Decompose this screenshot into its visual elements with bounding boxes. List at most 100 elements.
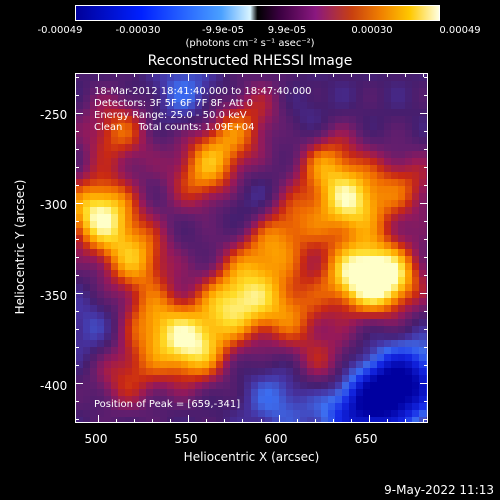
heatmap-cell: [398, 312, 405, 319]
heatmap-svg: [76, 74, 427, 422]
heatmap-cell: [160, 207, 167, 214]
heatmap-cell: [398, 263, 405, 270]
heatmap-cell: [209, 235, 216, 242]
heatmap-cell: [328, 137, 335, 144]
heatmap-cell: [167, 74, 174, 81]
heatmap-cell: [174, 382, 181, 389]
heatmap-cell: [223, 326, 230, 333]
heatmap-cell: [300, 298, 307, 305]
heatmap-cell: [300, 319, 307, 326]
heatmap-cell: [412, 249, 419, 256]
heatmap-cell: [153, 298, 160, 305]
heatmap-cell: [370, 382, 377, 389]
heatmap-cell: [328, 396, 335, 403]
heatmap-cell: [307, 109, 314, 116]
heatmap-cell: [377, 151, 384, 158]
heatmap-cell: [328, 326, 335, 333]
heatmap-cell: [76, 270, 83, 277]
heatmap-cell: [314, 207, 321, 214]
heatmap-cell: [300, 410, 307, 417]
heatmap-cell: [293, 179, 300, 186]
x-tick-mark: [296, 419, 298, 423]
heatmap-cell: [216, 382, 223, 389]
heatmap-cell: [76, 263, 83, 270]
heatmap-cell: [202, 249, 209, 256]
heatmap-cell: [76, 193, 83, 200]
heatmap-cell: [419, 102, 426, 109]
heatmap-cell: [76, 277, 83, 284]
heatmap-cell: [216, 130, 223, 137]
heatmap-cell: [216, 214, 223, 221]
heatmap-cell: [384, 361, 391, 368]
heatmap-cell: [412, 109, 419, 116]
heatmap-cell: [90, 389, 97, 396]
heatmap-cell: [153, 312, 160, 319]
heatmap-cell: [251, 116, 258, 123]
heatmap-cell: [139, 333, 146, 340]
heatmap-cell: [279, 179, 286, 186]
heatmap-cell: [419, 95, 426, 102]
heatmap-cell: [286, 235, 293, 242]
heatmap-cell: [363, 333, 370, 340]
heatmap-cell: [258, 319, 265, 326]
heatmap-cell: [363, 228, 370, 235]
heatmap-cell: [83, 102, 90, 109]
heatmap-cell: [272, 179, 279, 186]
heatmap-cell: [83, 333, 90, 340]
heatmap-cell: [398, 305, 405, 312]
heatmap-cell: [349, 207, 356, 214]
heatmap-cell: [279, 228, 286, 235]
heatmap-cell: [342, 319, 349, 326]
heatmap-cell: [398, 354, 405, 361]
heatmap-cell: [342, 235, 349, 242]
heatmap-cell: [111, 130, 118, 137]
x-tick-mark: [188, 73, 190, 81]
heatmap-cell: [153, 88, 160, 95]
heatmap-cell: [223, 130, 230, 137]
heatmap-cell: [202, 109, 209, 116]
heatmap-cell: [342, 109, 349, 116]
heatmap-cell: [153, 221, 160, 228]
x-tick-mark: [206, 73, 208, 77]
heatmap-cell: [167, 298, 174, 305]
heatmap-cell: [377, 403, 384, 410]
heatmap-cell: [391, 214, 398, 221]
heatmap-cell: [76, 326, 83, 333]
heatmap-cell: [111, 319, 118, 326]
heatmap-cell: [328, 214, 335, 221]
heatmap-cell: [328, 277, 335, 284]
heatmap-cell: [188, 389, 195, 396]
heatmap-cell: [251, 144, 258, 151]
heatmap-cell: [328, 270, 335, 277]
heatmap-cell: [307, 333, 314, 340]
heatmap-cell: [111, 417, 118, 422]
heatmap-cell: [125, 312, 132, 319]
heatmap-cell: [104, 172, 111, 179]
heatmap-cell: [286, 368, 293, 375]
heatmap-cell: [307, 179, 314, 186]
heatmap-cell: [244, 263, 251, 270]
heatmap-cell: [209, 298, 216, 305]
heatmap-cell: [419, 389, 426, 396]
heatmap-cell: [139, 298, 146, 305]
heatmap-cell: [230, 284, 237, 291]
heatmap-cell: [293, 221, 300, 228]
heatmap-cell: [335, 298, 342, 305]
heatmap-cell: [174, 186, 181, 193]
heatmap-cell: [356, 172, 363, 179]
heatmap-cell: [265, 207, 272, 214]
heatmap-cell: [202, 333, 209, 340]
heatmap-cell: [391, 417, 398, 422]
heatmap-cell: [307, 291, 314, 298]
y-tick-mark: [75, 329, 79, 331]
heatmap-cell: [265, 109, 272, 116]
heatmap-cell: [258, 130, 265, 137]
heatmap-cell: [111, 109, 118, 116]
heatmap-cell: [237, 354, 244, 361]
heatmap-cell: [356, 410, 363, 417]
heatmap-cell: [391, 172, 398, 179]
heatmap-cell: [195, 396, 202, 403]
heatmap-cell: [328, 228, 335, 235]
heatmap-cell: [237, 305, 244, 312]
heatmap-cell: [230, 403, 237, 410]
